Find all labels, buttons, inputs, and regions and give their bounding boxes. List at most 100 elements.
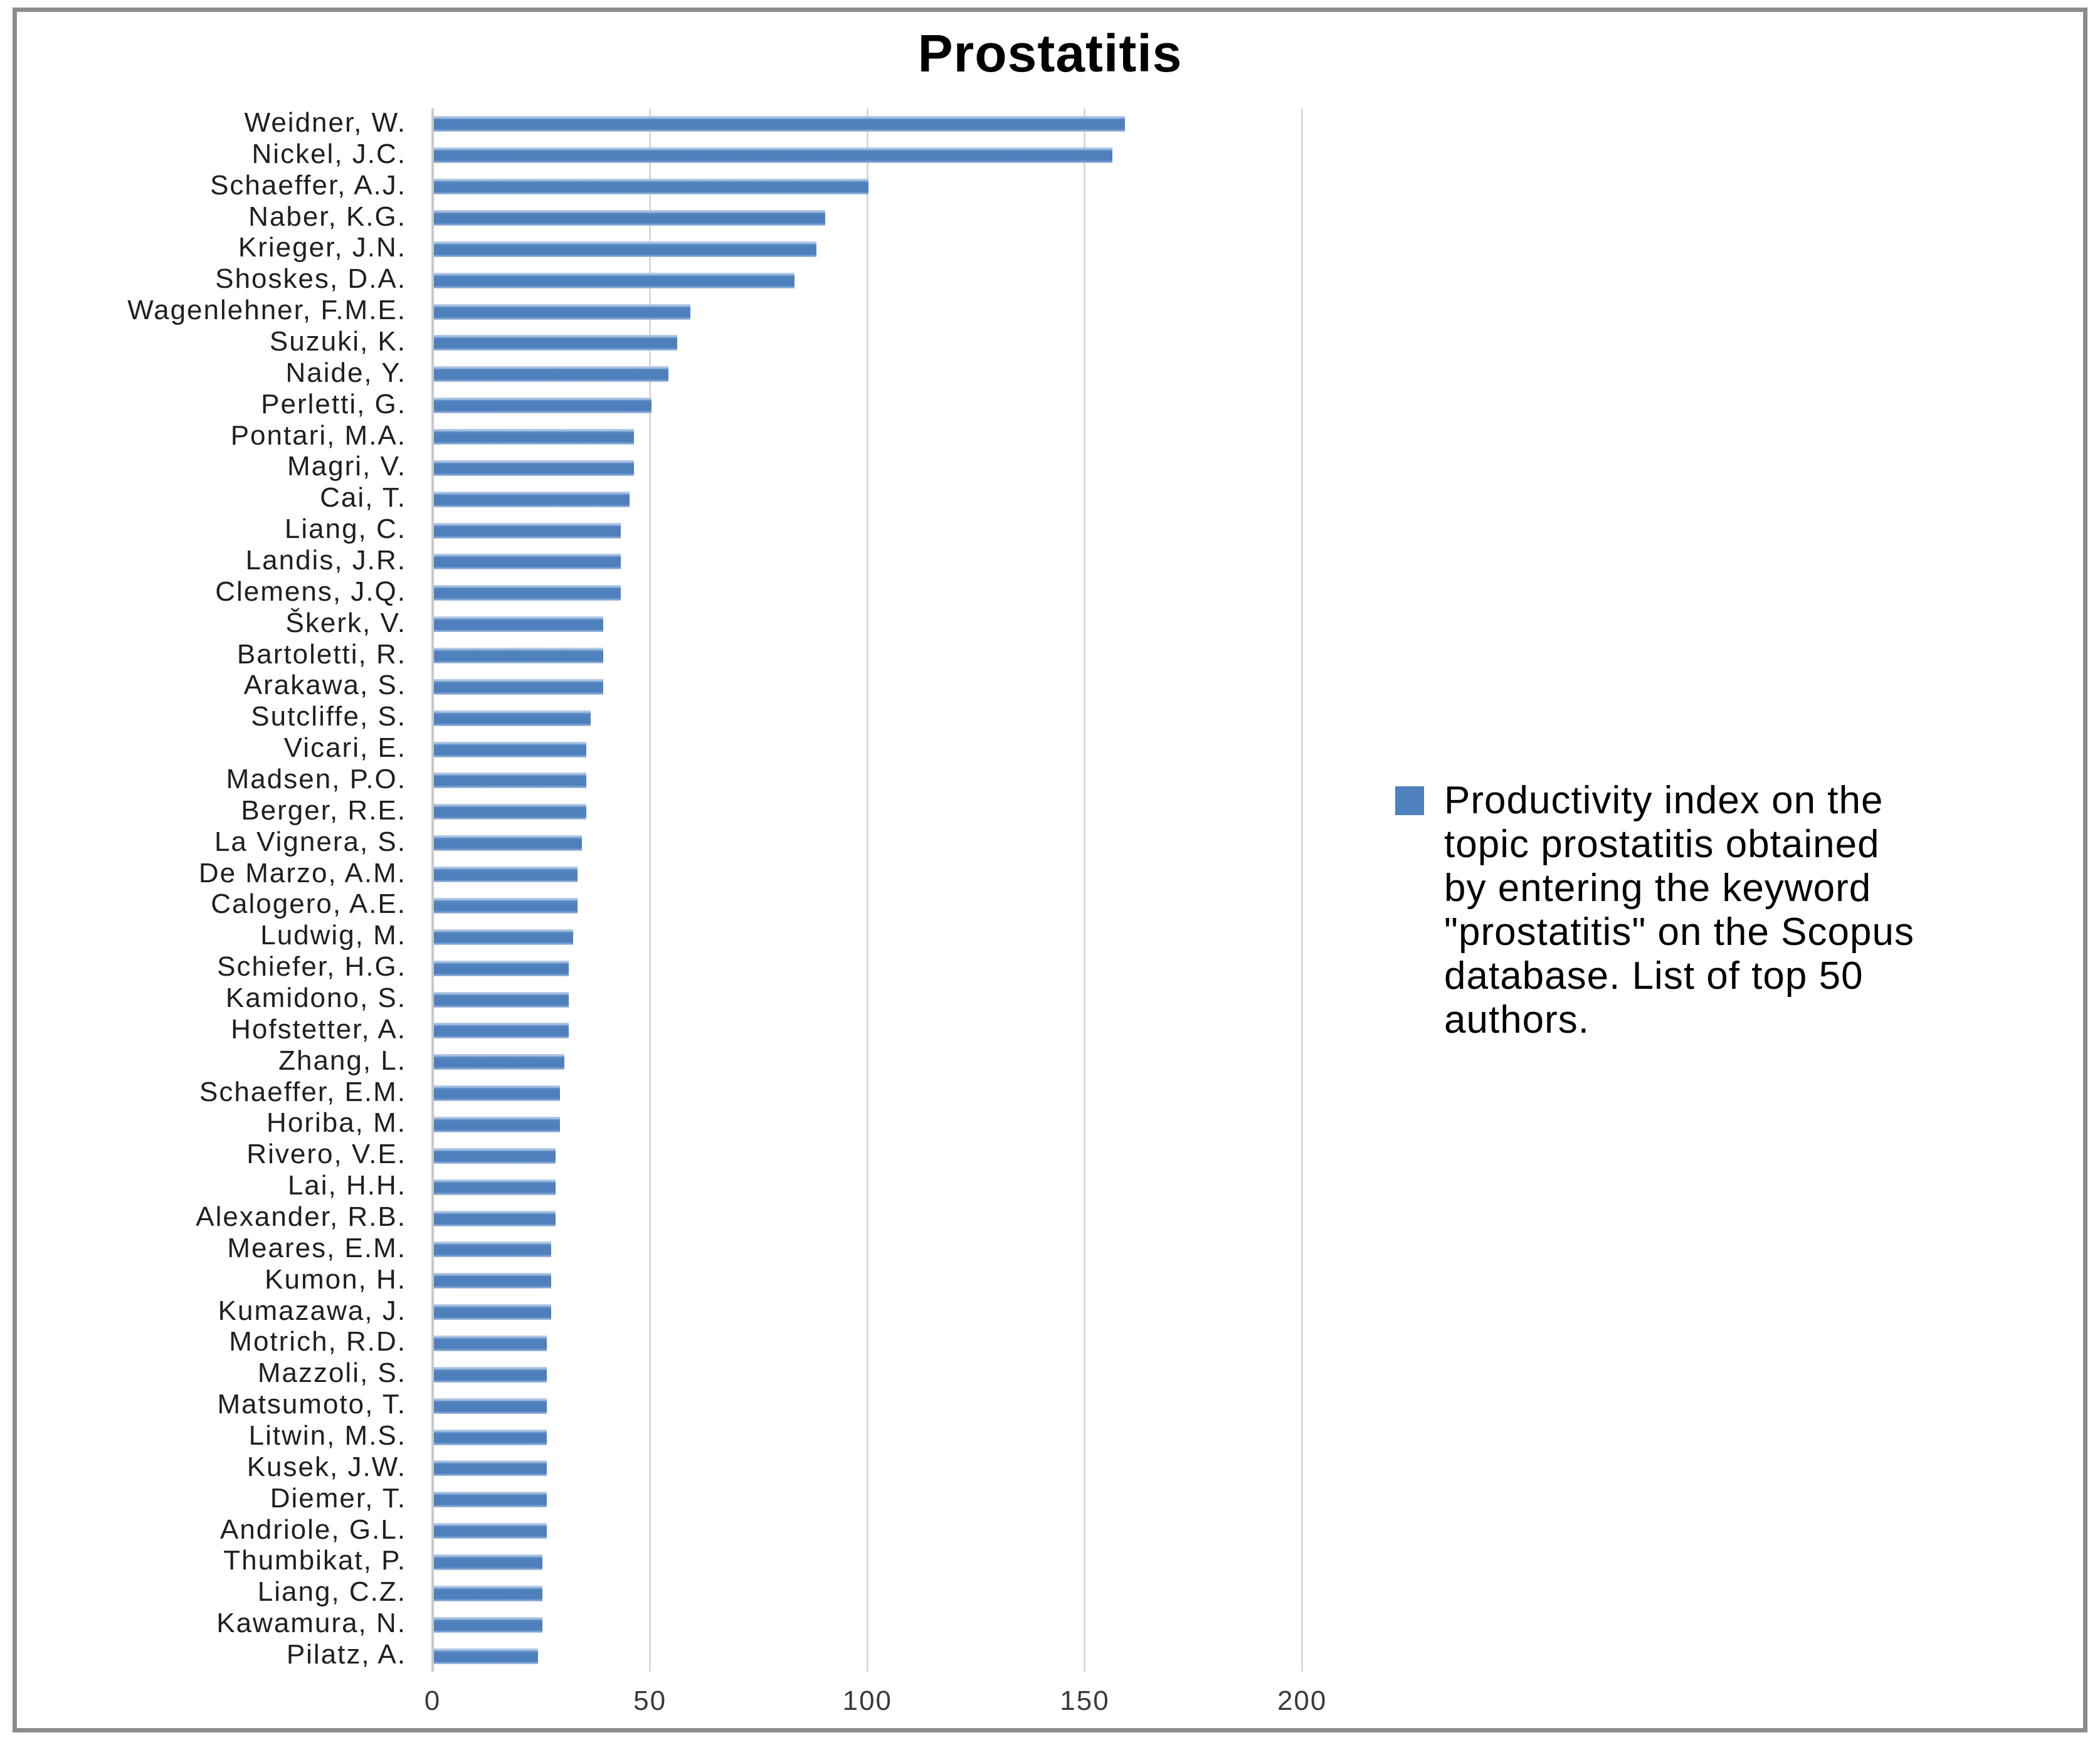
- category-label: Meares, E.M.: [227, 1232, 406, 1263]
- category-label: Weidner, W.: [244, 107, 406, 138]
- bar: [434, 1585, 543, 1601]
- bar: [434, 867, 578, 883]
- bar: [434, 179, 869, 195]
- category-label: Wagenlehner, F.M.E.: [127, 295, 406, 326]
- bar: [434, 804, 586, 820]
- bar: [434, 522, 621, 539]
- category-label: Naber, K.G.: [248, 201, 406, 232]
- bar: [434, 460, 634, 476]
- category-label: Motrich, R.D.: [229, 1326, 406, 1358]
- category-label: Matsumoto, T.: [217, 1389, 406, 1420]
- category-label: Berger, R.E.: [241, 794, 406, 826]
- category-label: De Marzo, A.M.: [198, 857, 406, 888]
- category-label: Litwin, M.S.: [248, 1420, 406, 1452]
- bar: [434, 648, 604, 664]
- x-tick-label: 50: [633, 1685, 667, 1716]
- bar: [434, 429, 634, 445]
- bar: [434, 491, 630, 507]
- legend-text-line: Productivity index on the: [1444, 779, 1884, 822]
- category-label: Kusek, J.W.: [246, 1451, 406, 1482]
- bar: [434, 303, 691, 320]
- category-label: Perletti, G.: [261, 388, 406, 419]
- category-label: Liang, C.: [284, 514, 406, 545]
- category-label: Schaeffer, E.M.: [199, 1076, 406, 1107]
- value-axis-line: [431, 108, 434, 1672]
- bar: [434, 897, 578, 914]
- category-label: Alexander, R.B.: [196, 1201, 406, 1233]
- gridline: [1301, 108, 1304, 1672]
- bar: [434, 335, 678, 351]
- bar: [434, 1523, 547, 1539]
- category-label: Shoskes, D.A.: [215, 263, 406, 295]
- bar: [434, 960, 569, 976]
- category-label: Diemer, T.: [270, 1482, 406, 1514]
- bar: [434, 1554, 543, 1570]
- category-label: Liang, C.Z.: [257, 1576, 406, 1608]
- category-label: Zhang, L.: [278, 1045, 406, 1076]
- bar: [434, 1210, 556, 1226]
- category-label: Clemens, J.Q.: [215, 576, 406, 607]
- category-label: Sutcliffe, S.: [251, 701, 406, 732]
- category-label: Kumazawa, J.: [218, 1295, 406, 1326]
- bar: [434, 616, 604, 633]
- bar: [434, 678, 604, 695]
- bar: [434, 1179, 556, 1195]
- bar: [434, 585, 621, 601]
- gridline: [1084, 108, 1086, 1672]
- category-label: Mazzoli, S.: [257, 1358, 406, 1389]
- gridline: [866, 108, 868, 1672]
- category-label: Naide, Y.: [285, 357, 406, 388]
- category-label: La Vignera, S.: [214, 826, 406, 857]
- bar: [434, 741, 586, 757]
- bar: [434, 398, 652, 414]
- category-label: Kawamura, N.: [216, 1608, 406, 1639]
- category-label: Schaeffer, A.J.: [210, 169, 406, 201]
- category-label: Kamidono, S.: [225, 983, 406, 1013]
- category-label: Vicari, E.: [283, 732, 406, 764]
- x-tick-label: 100: [842, 1685, 893, 1716]
- category-label: Cai, T.: [320, 482, 406, 514]
- legend-text-line: database. List of top 50: [1444, 954, 1864, 998]
- legend-text-line: authors.: [1444, 998, 1590, 1041]
- gridline: [649, 108, 652, 1672]
- bar: [434, 1116, 561, 1132]
- bar: [434, 1492, 547, 1508]
- bar: [434, 1648, 539, 1664]
- bar: [434, 1304, 552, 1321]
- bar: [434, 929, 573, 945]
- bar: [434, 710, 591, 726]
- bar: [434, 147, 1112, 164]
- legend-text-line: topic prostatitis obtained: [1444, 823, 1880, 866]
- bar: [434, 835, 582, 851]
- bar: [434, 1023, 569, 1039]
- category-label: Suzuki, K.: [269, 325, 406, 357]
- x-tick-label: 200: [1277, 1685, 1327, 1716]
- bar: [434, 991, 569, 1008]
- bar: [434, 1054, 564, 1070]
- bar: [434, 116, 1126, 132]
- legend-text-line: by entering the keyword: [1444, 867, 1872, 910]
- bar: [434, 1335, 547, 1351]
- chart-title: Prostatitis: [917, 24, 1183, 83]
- legend-label: Productivity index on the topic prostatit…: [1444, 779, 1914, 1042]
- bar: [434, 241, 817, 257]
- category-label: Nickel, J.C.: [251, 138, 406, 169]
- legend-marker-icon: [1395, 786, 1424, 815]
- bar: [434, 1398, 547, 1414]
- category-label: Andriole, G.L.: [219, 1514, 406, 1545]
- category-label: Horiba, M.: [266, 1107, 406, 1139]
- category-label: Pontari, M.A.: [230, 419, 406, 451]
- category-label: Calogero, A.E.: [211, 888, 406, 920]
- category-label: Krieger, J.N.: [238, 232, 406, 263]
- bar: [434, 1366, 547, 1383]
- category-label: Škerk, V.: [285, 607, 406, 638]
- category-label: Madsen, P.O.: [226, 763, 406, 794]
- x-tick-label: 150: [1060, 1685, 1110, 1716]
- category-label: Landis, J.R.: [245, 544, 406, 576]
- bar: [434, 1147, 556, 1164]
- category-label: Ludwig, M.: [260, 920, 406, 951]
- bar: [434, 210, 825, 226]
- bar: [434, 772, 586, 789]
- category-label: Hofstetter, A.: [231, 1013, 406, 1045]
